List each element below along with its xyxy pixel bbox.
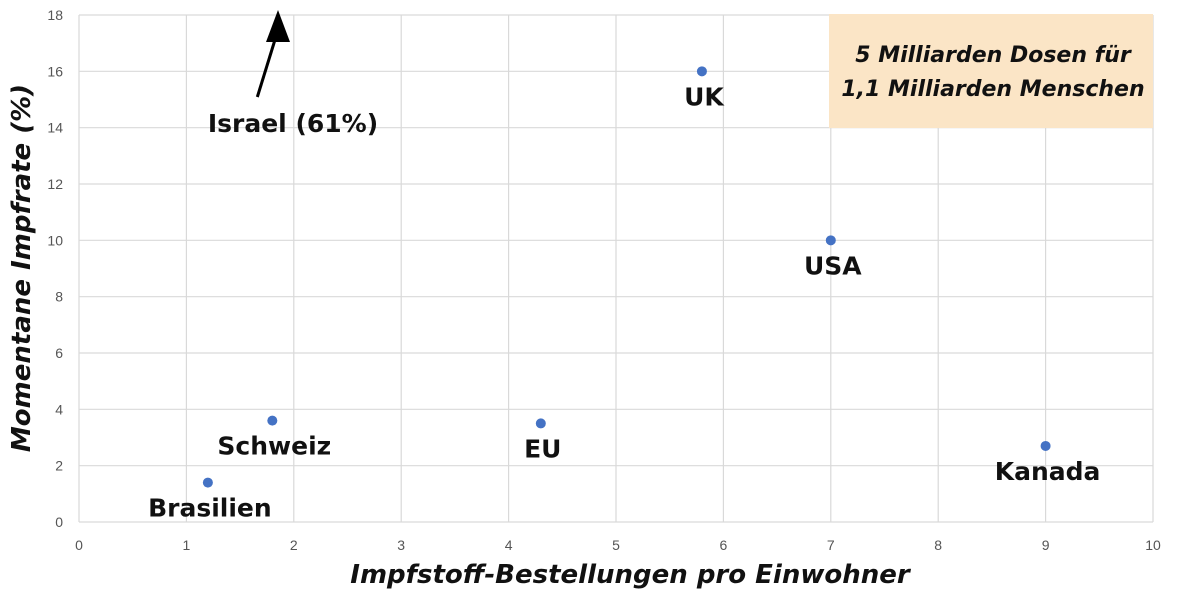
y-tick-label: 8 bbox=[55, 289, 63, 305]
point-label: Kanada bbox=[995, 457, 1101, 486]
data-point bbox=[267, 415, 278, 426]
y-axis-title: Momentane Impfrate (%) bbox=[7, 84, 37, 452]
callout-background bbox=[829, 14, 1153, 128]
x-tick-label: 9 bbox=[1042, 537, 1050, 553]
y-tick-label: 14 bbox=[47, 120, 63, 136]
x-tick-label: 8 bbox=[934, 537, 942, 553]
x-tick-label: 5 bbox=[612, 537, 620, 553]
y-tick-label: 2 bbox=[55, 458, 63, 474]
data-points bbox=[202, 66, 1051, 488]
x-tick-label: 7 bbox=[827, 537, 835, 553]
data-point bbox=[696, 66, 707, 77]
y-axis-ticks: 0 2 4 6 8 10 12 14 16 18 bbox=[47, 7, 63, 530]
arrow-head bbox=[266, 10, 290, 42]
x-tick-label: 10 bbox=[1145, 537, 1161, 553]
x-tick-label: 0 bbox=[75, 537, 83, 553]
x-tick-label: 2 bbox=[290, 537, 298, 553]
point-labels: Brasilien Schweiz EU UK USA Kanada bbox=[148, 82, 1100, 522]
point-label: USA bbox=[804, 251, 862, 280]
off-chart-label-israel: Israel (61%) bbox=[208, 109, 378, 138]
x-axis-title: Impfstoff-Bestellungen pro Einwohner bbox=[350, 560, 912, 590]
point-label: Schweiz bbox=[217, 432, 331, 461]
y-tick-label: 4 bbox=[55, 401, 63, 417]
y-tick-label: 10 bbox=[47, 232, 63, 248]
data-point bbox=[1040, 440, 1051, 451]
off-chart-arrow bbox=[255, 10, 290, 98]
data-point bbox=[825, 235, 836, 246]
callout-box: 5 Milliarden Dosen für 1,1 Milliarden Me… bbox=[829, 14, 1153, 128]
x-tick-label: 6 bbox=[720, 537, 728, 553]
y-tick-label: 18 bbox=[47, 7, 63, 23]
x-axis-ticks: 0 1 2 3 4 5 6 7 8 9 10 bbox=[75, 537, 1161, 553]
callout-line-2: 1,1 Milliarden Menschen bbox=[841, 77, 1144, 102]
callout-line-1: 5 Milliarden Dosen für bbox=[855, 43, 1132, 68]
x-tick-label: 3 bbox=[397, 537, 405, 553]
point-label: EU bbox=[524, 434, 561, 463]
data-point bbox=[202, 477, 213, 488]
y-tick-label: 0 bbox=[55, 514, 63, 530]
y-tick-label: 6 bbox=[55, 345, 63, 361]
point-label: UK bbox=[684, 82, 725, 111]
data-point bbox=[535, 418, 546, 429]
x-tick-label: 1 bbox=[183, 537, 191, 553]
y-tick-label: 12 bbox=[47, 176, 63, 192]
y-tick-label: 16 bbox=[47, 63, 63, 79]
x-tick-label: 4 bbox=[505, 537, 513, 553]
point-label: Brasilien bbox=[148, 494, 272, 523]
